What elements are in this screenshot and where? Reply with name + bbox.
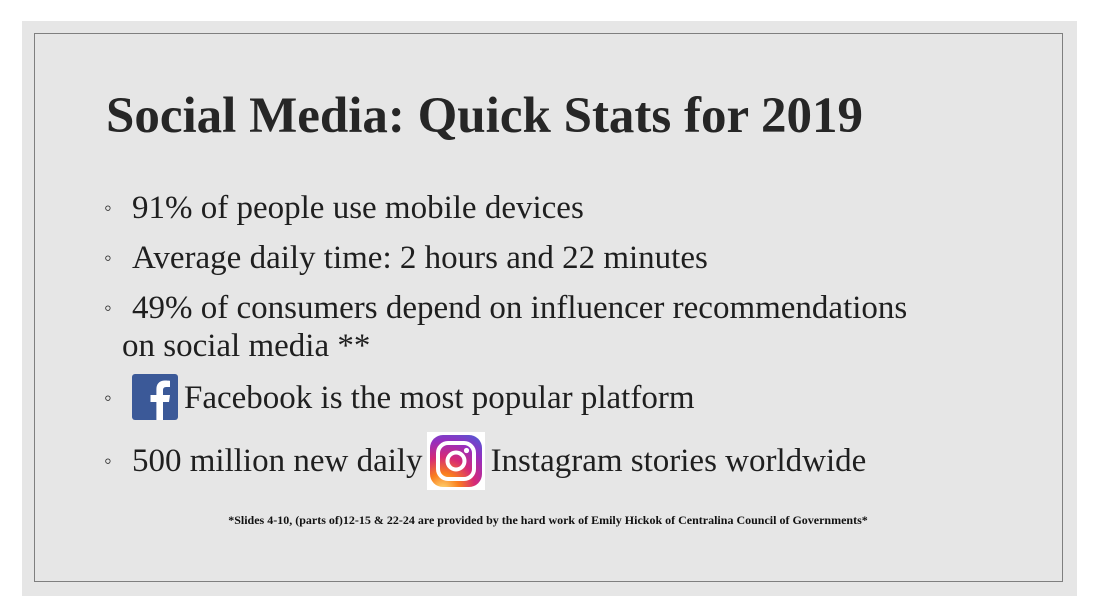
bullet-text-after: Instagram stories worldwide	[490, 443, 867, 479]
bullet-text: Average daily time: 2 hours and 22 minut…	[132, 240, 708, 276]
bullet-marker: ◦	[104, 195, 112, 220]
instagram-logo-icon	[426, 432, 485, 491]
bullet-item-influencers: ◦ 49% of consumers depend on influencer …	[102, 288, 1002, 364]
bullet-text-continuation: on social media **	[122, 328, 371, 364]
bullet-item-instagram: ◦ 500 million new daily Instagram stor	[102, 432, 1002, 491]
bullet-marker: ◦	[104, 385, 112, 410]
bullet-text: Facebook is the most popular platform	[184, 380, 695, 416]
bullet-marker: ◦	[104, 245, 112, 270]
slide-background	[22, 21, 1077, 596]
bullet-list: ◦ 91% of people use mobile devices ◦ Ave…	[102, 188, 1002, 500]
bullet-item-mobile-devices: ◦ 91% of people use mobile devices	[102, 188, 1002, 228]
slide-title: Social Media: Quick Stats for 2019	[106, 88, 863, 144]
bullet-marker: ◦	[104, 448, 112, 473]
bullet-item-facebook: ◦ Facebook is the most popular platform	[102, 374, 1002, 422]
bullet-text-before: 500 million new daily	[132, 443, 423, 479]
bullet-text: 91% of people use mobile devices	[132, 190, 584, 226]
facebook-logo-icon	[132, 374, 178, 421]
bullet-marker: ◦	[104, 295, 112, 320]
slide-frame	[34, 33, 1063, 582]
slide-footnote: *Slides 4-10, (parts of)12-15 & 22-24 ar…	[228, 513, 868, 527]
bullet-text: 49% of consumers depend on influencer re…	[132, 290, 908, 326]
bullet-item-daily-time: ◦ Average daily time: 2 hours and 22 min…	[102, 238, 1002, 278]
